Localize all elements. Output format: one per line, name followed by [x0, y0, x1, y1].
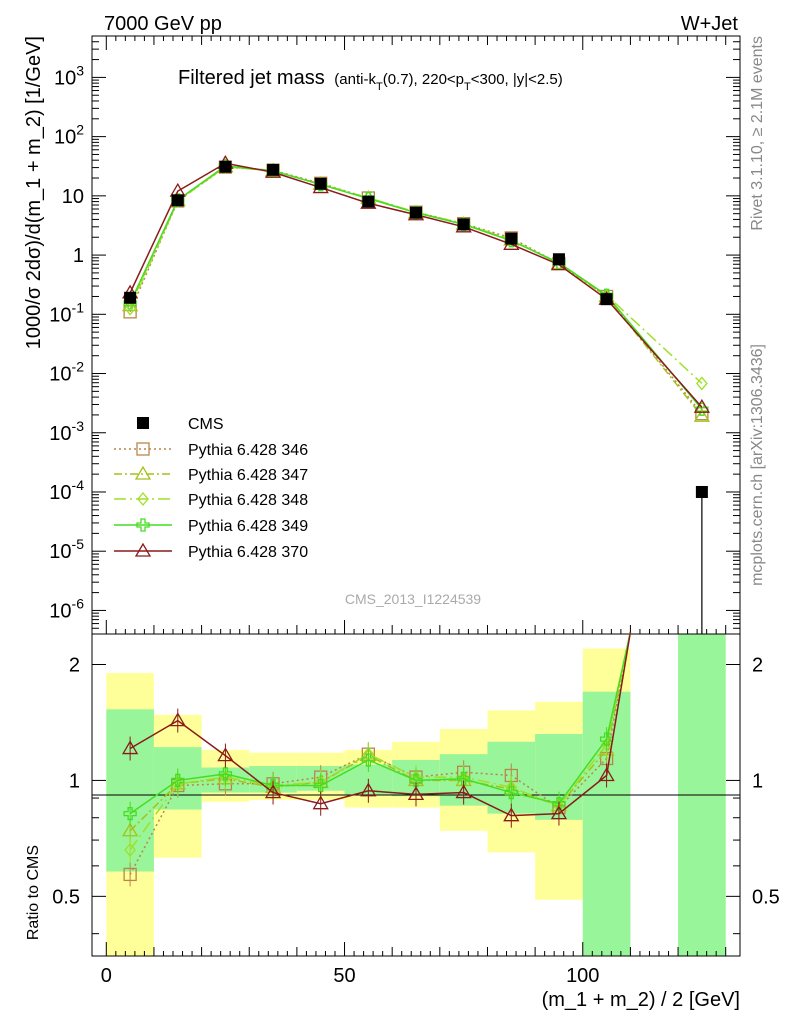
y-tick-label: 10 — [62, 186, 84, 208]
data-point — [600, 293, 613, 306]
data-point — [219, 160, 232, 173]
series-line — [129, 162, 703, 408]
ratio-point — [121, 740, 139, 755]
legend-marker — [136, 442, 150, 456]
data-point — [410, 206, 422, 219]
ratio-series — [121, 631, 632, 887]
series-line — [129, 166, 703, 415]
ratio-point — [217, 747, 234, 762]
data-point — [267, 163, 280, 176]
ratio-point — [598, 767, 615, 782]
header-right: W+Jet — [681, 13, 739, 35]
header-left: 7000 GeV pp — [104, 13, 222, 35]
ratio-tick-label-right: 1 — [752, 770, 763, 792]
legend: CMS Pythia 6.428 346 Pythia 6.428 347 Pythi… — [114, 416, 308, 561]
legend-marker — [136, 518, 150, 532]
series-line — [129, 165, 703, 417]
series-point — [693, 398, 711, 413]
legend-label: Pythia 6.428 349 — [188, 518, 308, 535]
data-point — [124, 291, 137, 304]
series-point — [695, 407, 709, 421]
y-tick-label: 10-2 — [49, 359, 84, 386]
ratio-tick-label-right: 2 — [752, 654, 763, 676]
ratio-line — [129, 631, 632, 815]
ratio-tick-label: 1 — [69, 770, 80, 792]
ratio-point — [361, 753, 376, 767]
legend-marker — [137, 417, 149, 429]
y-tick-label: 10-3 — [49, 418, 84, 445]
series-line — [129, 165, 703, 384]
ratio-point — [503, 807, 520, 822]
y-tick-label: 10-5 — [49, 536, 84, 563]
ratio-point — [169, 712, 186, 727]
data-point — [552, 253, 565, 266]
y-tick-label: 102 — [54, 122, 84, 149]
series-point — [124, 301, 136, 316]
x-tick-label: 0 — [101, 965, 112, 987]
legend-marker — [134, 542, 152, 557]
y-tick-label: 1 — [73, 245, 84, 267]
legend-label: Pythia 6.428 347 — [188, 467, 308, 484]
ratio-line — [129, 631, 632, 817]
data-point — [171, 194, 184, 207]
y-tick-label: 10-1 — [49, 299, 84, 326]
data-point — [505, 232, 518, 245]
legend-marker — [134, 465, 152, 480]
series-line — [129, 165, 703, 410]
series-point — [696, 376, 708, 391]
ratio-point — [124, 842, 136, 857]
ratio-point — [409, 773, 423, 788]
ratio-point — [314, 778, 328, 793]
ratio-point — [121, 822, 139, 837]
y-tick-label: 103 — [54, 62, 84, 89]
ratio-point — [456, 772, 471, 786]
y-axis-label: 1000/σ 2dσ)/d(m_1 + m_2) [1/GeV] — [23, 36, 45, 349]
ratio-point — [360, 782, 377, 797]
data-point — [314, 177, 327, 190]
legend-label: Pythia 6.428 370 — [188, 544, 308, 561]
ratio-tick-label: 2 — [69, 654, 80, 676]
legend-marker — [137, 491, 149, 507]
ratio-point — [455, 784, 472, 799]
ratio-point — [171, 773, 185, 788]
legend-label: CMS — [188, 416, 224, 433]
ratio-point — [599, 732, 614, 746]
ratio-line — [129, 631, 632, 851]
ratio-point — [264, 784, 282, 799]
data-point — [362, 195, 375, 208]
axis-ticks: 0 50 100 10-6 10-5 10-4 10-3 10-2 10-1 1 10 102 103 0… — [49, 35, 780, 987]
x-tick-label: 50 — [333, 965, 355, 987]
x-axis-label: (m_1 + m_2) / 2 [GeV] — [542, 989, 740, 1011]
ratio-line — [129, 631, 632, 832]
legend-label: Pythia 6.428 348 — [188, 492, 308, 509]
ratio-point — [218, 767, 233, 781]
ratio-point — [407, 786, 425, 801]
ratio-point — [504, 785, 518, 800]
ratio-axis-label: Ratio to CMS — [25, 845, 42, 940]
mcplots-label: mcplots.cern.ch [arXiv:1306.3436] — [749, 344, 766, 586]
legend-label: Pythia 6.428 346 — [188, 442, 308, 459]
plot-title: Filtered jet mass (anti-kT(0.7), 220<pT<… — [178, 67, 563, 93]
analysis-watermark: CMS_2013_I1224539 — [345, 591, 481, 607]
series-point — [695, 402, 709, 416]
ratio-point — [550, 805, 568, 820]
top-series — [121, 154, 711, 634]
ratio-tick-label-right: 0.5 — [752, 886, 780, 908]
ratio-point — [266, 778, 280, 793]
x-tick-label: 100 — [566, 965, 599, 987]
ratio-point — [312, 795, 329, 810]
ratio-point — [123, 867, 137, 882]
y-tick-label: 10-4 — [49, 477, 84, 504]
ratio-point — [123, 806, 137, 821]
data-point — [457, 218, 470, 231]
series-point — [693, 407, 711, 422]
y-tick-label: 10-6 — [49, 595, 84, 622]
data-point — [695, 485, 708, 498]
ratio-tick-label: 0.5 — [52, 886, 80, 908]
series-point — [123, 305, 137, 319]
rivet-label: Rivet 3.1.10, ≥ 2.1M events — [749, 36, 766, 231]
